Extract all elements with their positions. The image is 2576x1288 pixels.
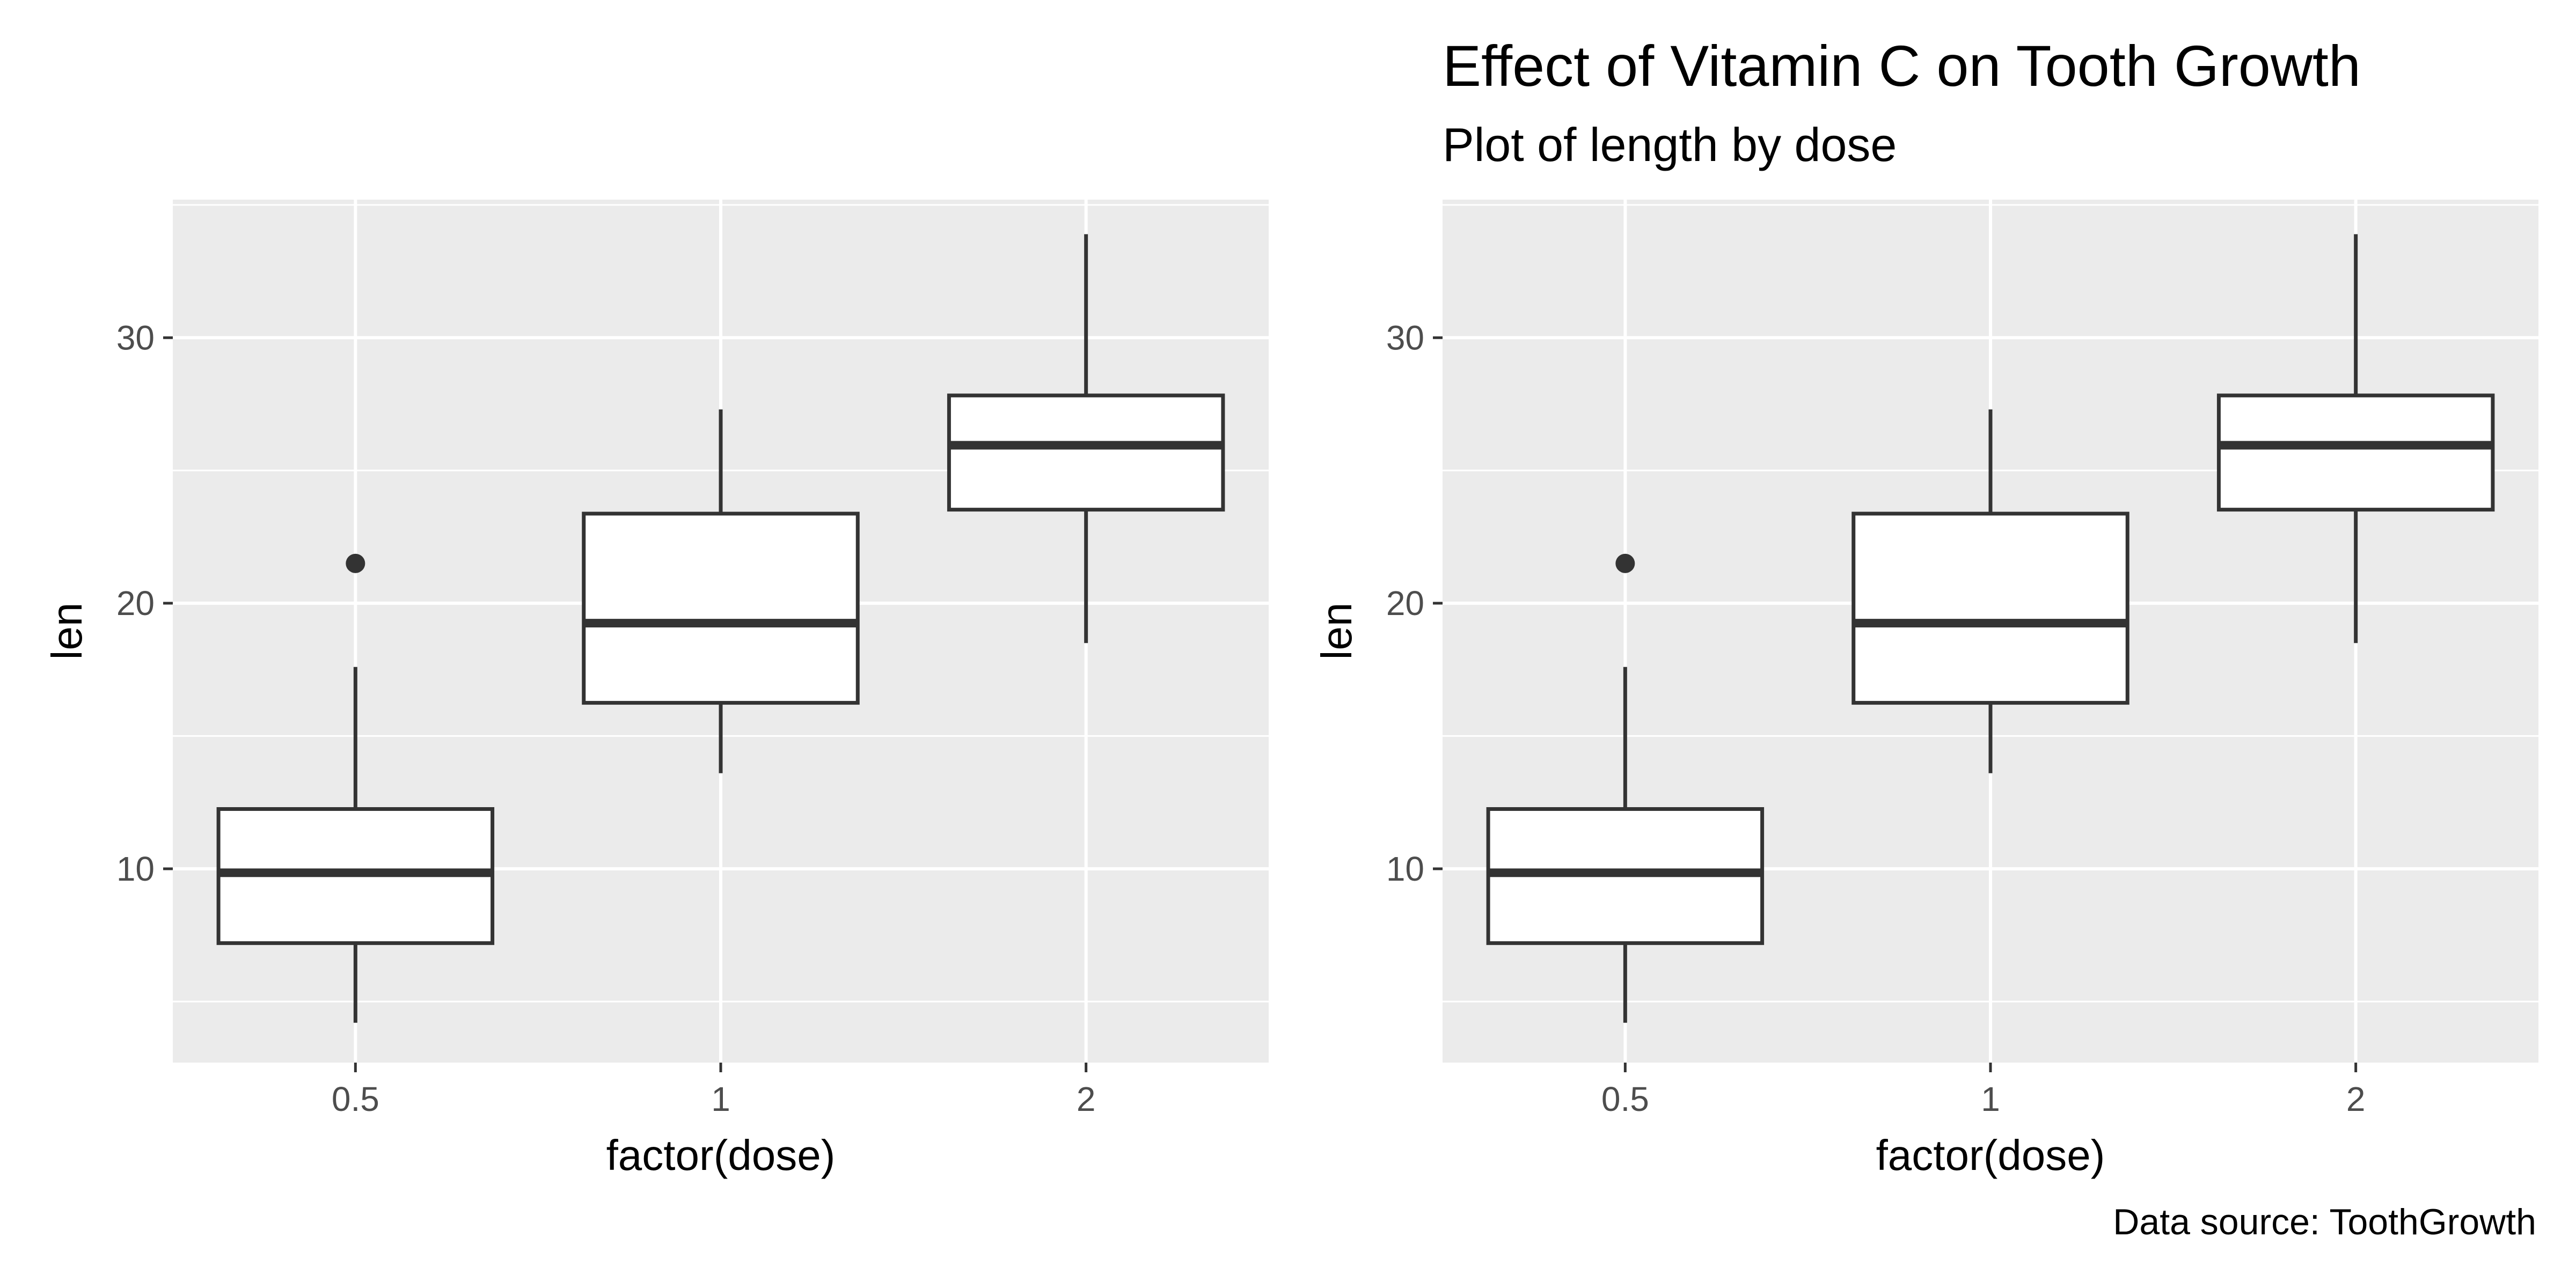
chart-title: Effect of Vitamin C on Tooth Growth [1443, 33, 2361, 98]
y-tick-label: 10 [1386, 850, 1424, 888]
x-tick-label: 0.5 [332, 1080, 379, 1118]
x-tick-label: 2 [1077, 1080, 1096, 1118]
left-chart-panel: 10 20 30 0.5 1 2 factor(dose) len [43, 200, 1269, 1179]
x-tick-label: 2 [2346, 1080, 2366, 1118]
y-axis-title: len [1313, 603, 1360, 660]
box-1 [1851, 409, 2129, 773]
y-tick-label: 20 [116, 584, 155, 623]
x-tick-label: 0.5 [1601, 1080, 1649, 1118]
interquartile-box [582, 511, 860, 705]
y-tick-label: 30 [116, 318, 155, 357]
y-tick-label: 10 [116, 850, 155, 888]
y-tick-label: 30 [1386, 318, 1424, 357]
box-1 [582, 409, 860, 773]
x-tick-label: 1 [1981, 1080, 2000, 1118]
x-axis-title: factor(dose) [1876, 1131, 2105, 1179]
chart-subtitle: Plot of length by dose [1443, 118, 1897, 171]
box-0.5 [1486, 553, 1765, 1023]
box-2 [947, 234, 1225, 643]
box-2 [2216, 234, 2495, 643]
data-source-caption: Data source: ToothGrowth [2113, 1202, 2536, 1242]
right-chart-panel: 10 20 30 0.5 1 2 factor(dose) len Effect of Vita… [1313, 33, 2538, 1179]
outlier-point [1615, 553, 1635, 573]
interquartile-box [947, 393, 1225, 512]
outlier-point [346, 553, 365, 573]
y-axis-title: len [43, 603, 91, 660]
interquartile-box [1851, 511, 2129, 705]
interquartile-box [2216, 393, 2495, 512]
y-tick-label: 20 [1386, 584, 1424, 623]
x-tick-label: 1 [711, 1080, 730, 1118]
box-0.5 [216, 553, 495, 1023]
x-axis-title: factor(dose) [606, 1131, 836, 1179]
